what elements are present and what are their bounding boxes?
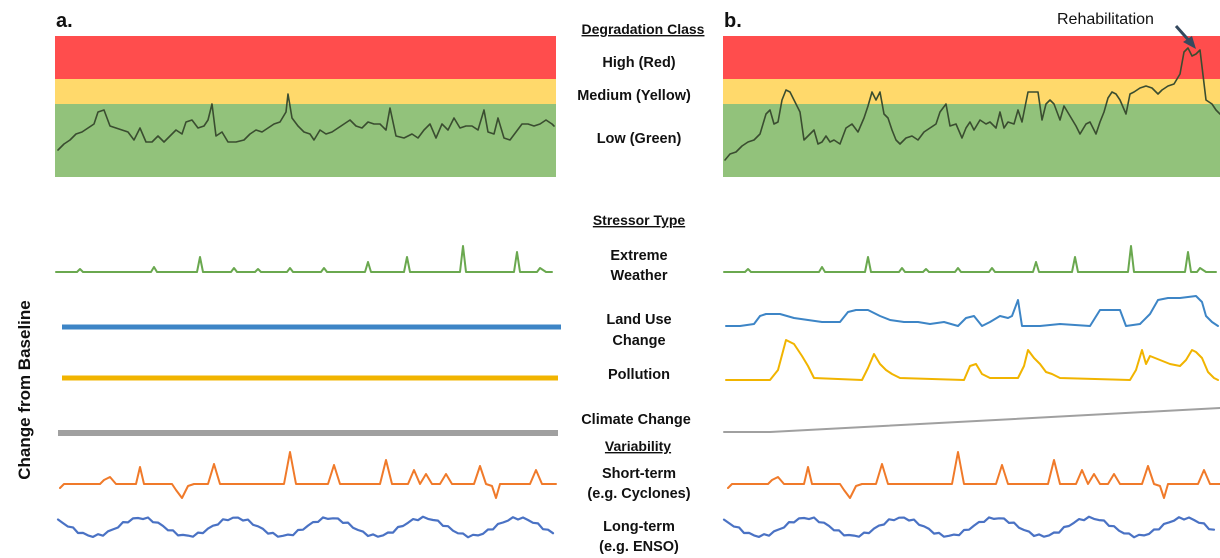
land-use-label-1: Land Use xyxy=(606,312,671,328)
land-use-label-2: Change xyxy=(612,333,665,349)
panel-b-long-term-line xyxy=(722,515,1216,539)
panel-b-band-low xyxy=(723,104,1220,177)
pollution-label: Pollution xyxy=(608,367,670,383)
panel-b-degradation-line xyxy=(724,47,1220,161)
climate-change-label: Climate Change xyxy=(581,412,691,428)
stressor-heading: Stressor Type xyxy=(593,212,686,228)
panel-b-pollution-line xyxy=(725,339,1219,381)
rehabilitation-label: Rehabilitation xyxy=(1057,11,1154,28)
panel-a-extreme-weather-line xyxy=(55,245,553,273)
long-term-label-1: Long-term xyxy=(603,519,675,535)
rehabilitation-arrow xyxy=(1174,25,1196,49)
panel-b-climate-change-line xyxy=(723,407,1220,433)
extreme-weather-label-1: Extreme xyxy=(610,248,667,264)
panel-b-short-term-line xyxy=(727,451,1220,499)
extreme-weather-label-2: Weather xyxy=(611,268,668,284)
class-high-label: High (Red) xyxy=(602,55,675,71)
variability-heading: Variability xyxy=(605,438,671,454)
y-axis-label: Change from Baseline xyxy=(15,300,34,480)
panel-b-label: b. xyxy=(724,10,742,32)
class-low-label: Low (Green) xyxy=(597,131,682,147)
degradation-heading: Degradation Class xyxy=(582,21,705,37)
panel-b-band-medium xyxy=(723,79,1220,104)
long-term-label-2: (e.g. ENSO) xyxy=(599,539,679,555)
panel-b-extreme-weather-line xyxy=(723,245,1217,273)
panel-b-degradation-bands xyxy=(723,36,1220,177)
panel-a-band-low xyxy=(55,104,556,177)
panel-a-degradation-line xyxy=(57,93,555,151)
panel-b-band-high xyxy=(723,36,1220,79)
class-medium-label: Medium (Yellow) xyxy=(577,88,691,104)
panel-a-degradation-bands xyxy=(55,36,556,177)
panel-a-short-term-line xyxy=(59,451,557,499)
panel-a-label: a. xyxy=(56,10,73,32)
panel-a-band-high xyxy=(55,36,556,79)
panel-a-long-term-line xyxy=(56,515,555,539)
panel-b-land-use-line xyxy=(725,295,1219,327)
panel-a-band-medium xyxy=(55,79,556,104)
short-term-label-2: (e.g. Cyclones) xyxy=(587,486,690,502)
short-term-label-1: Short-term xyxy=(602,466,676,482)
